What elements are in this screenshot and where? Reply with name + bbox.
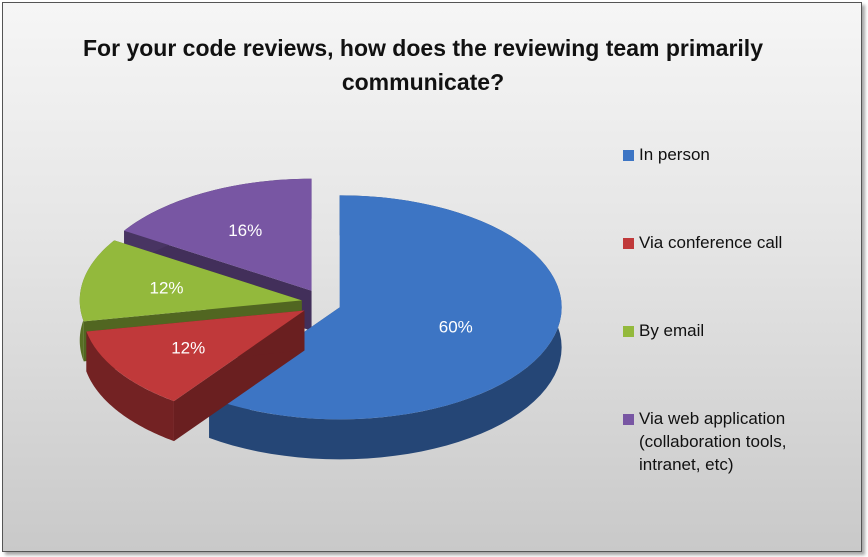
legend-item-email: By email (623, 319, 839, 342)
data-label: 12% (171, 339, 205, 358)
legend-item-conference-call: Via conference call (623, 231, 839, 254)
pie-slice-2 (79, 240, 302, 322)
legend-label: In person (639, 145, 710, 164)
legend-label: By email (639, 321, 705, 340)
legend-label: Via web application (collaboration tools… (639, 409, 787, 474)
chart-title: For your code reviews, how does the revi… (83, 35, 763, 95)
legend-item-web-application: Via web application (collaboration tools… (623, 407, 839, 476)
slice-outer-wall (209, 195, 562, 460)
slice-outer-wall (86, 331, 174, 442)
pie-slice-1 (86, 310, 305, 402)
data-label: 12% (150, 278, 184, 297)
data-label: 60% (439, 317, 473, 336)
legend-label: Via conference call (639, 233, 783, 252)
pie-slice-3 (124, 178, 312, 291)
pie-slice-0 (209, 195, 562, 420)
legend-swatch (623, 326, 634, 337)
data-label: 16% (228, 221, 262, 240)
chart-area: For your code reviews, how does the revi… (2, 2, 862, 552)
pie-plot: 60% 12% 12% 16% (79, 178, 562, 460)
legend-item-in-person: In person (623, 143, 839, 166)
legend-swatch (623, 238, 634, 249)
legend-swatch (623, 150, 634, 161)
legend-swatch (623, 414, 634, 425)
